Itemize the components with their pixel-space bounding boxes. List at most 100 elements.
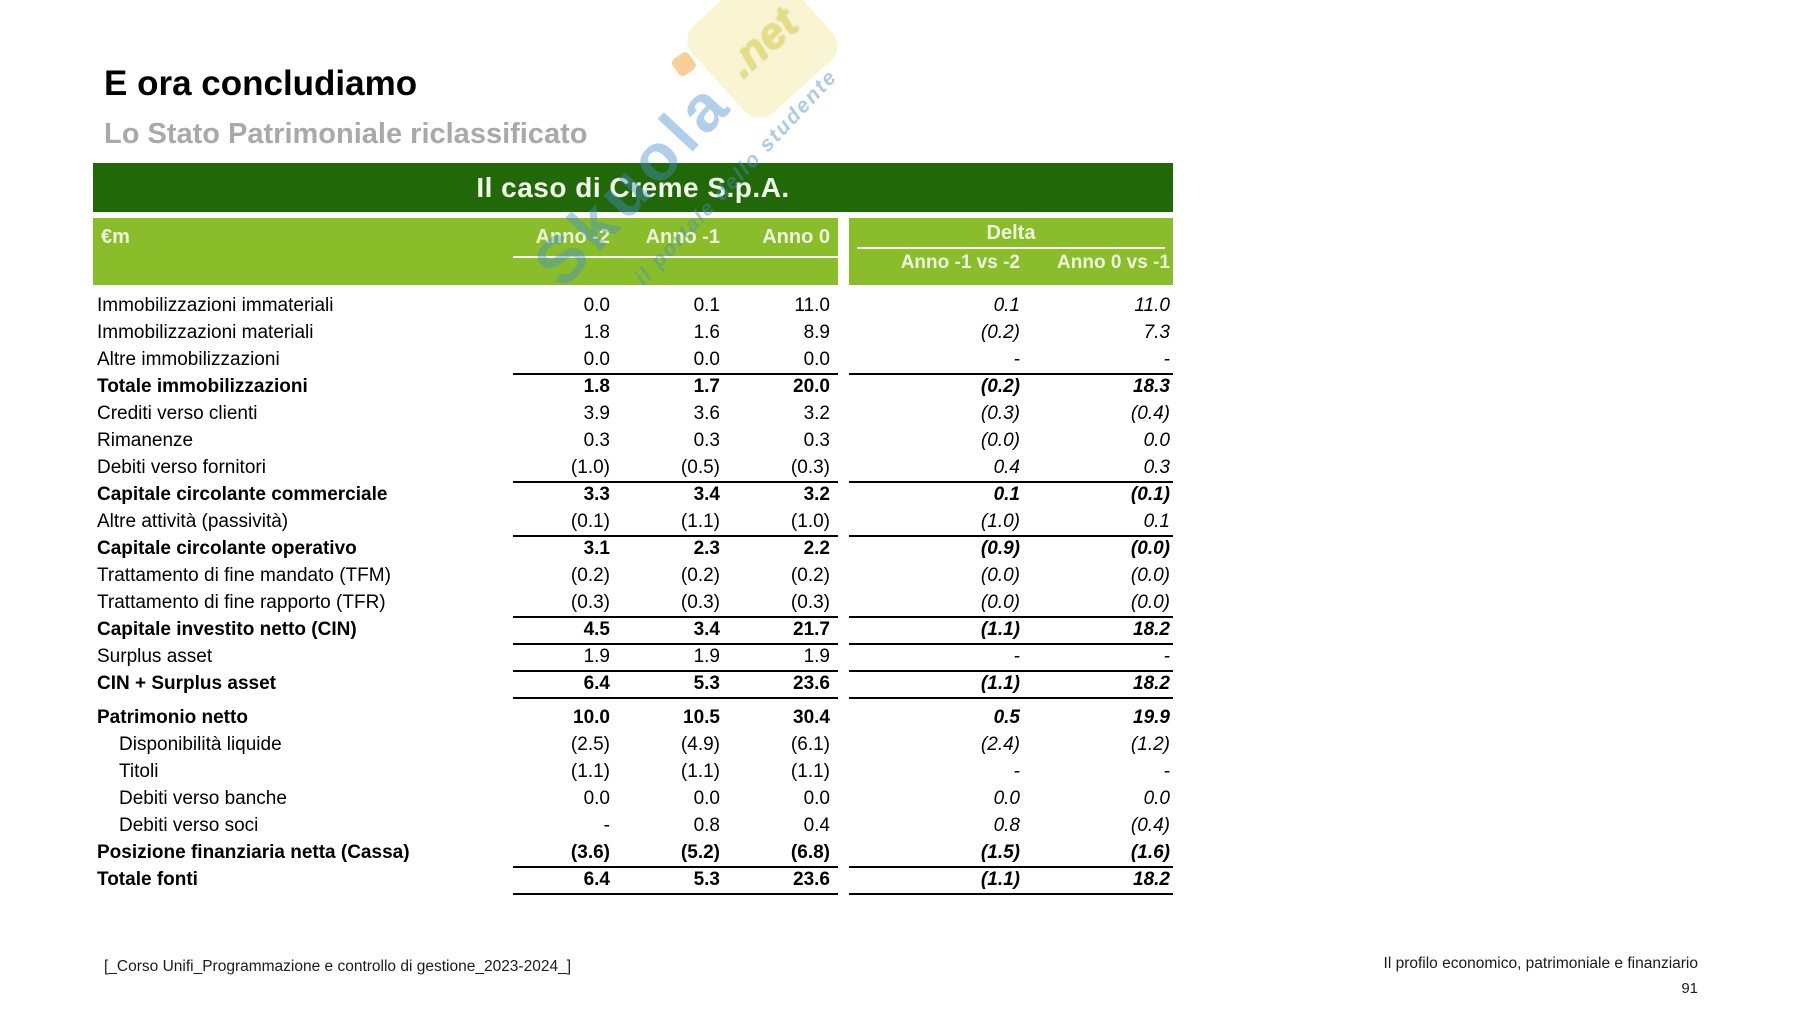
delta-value: (0.1)	[1130, 483, 1170, 505]
row-underline	[513, 481, 838, 483]
year-value: 1.8	[583, 321, 610, 343]
table-header: €m Anno -2 Anno -1 Anno 0 Delta Anno -1 …	[93, 218, 1173, 285]
table-row: Patrimonio netto 10.0 10.5 30.4 0.5 19.9	[93, 704, 1173, 731]
row-label: Patrimonio netto	[97, 706, 248, 728]
table-row: Titoli (1.1) (1.1) (1.1) - -	[93, 758, 1173, 785]
row-underline	[849, 535, 1173, 537]
row-underline	[513, 697, 838, 699]
row-label: Immobilizzazioni immateriali	[97, 294, 334, 316]
unit-label: €m	[101, 225, 130, 248]
delta-value: 0.0	[1143, 787, 1170, 809]
year-value: (0.2)	[790, 564, 830, 586]
year-value: 0.3	[693, 429, 720, 451]
year-value: 0.0	[693, 348, 720, 370]
delta-value: (0.0)	[1130, 591, 1170, 613]
year-value: 0.8	[693, 814, 720, 836]
year-value: 0.0	[583, 294, 610, 316]
table-row: Totale immobilizzazioni 1.8 1.7 20.0 (0.2) 18…	[93, 373, 1173, 400]
table-row: Rimanenze 0.3 0.3 0.3 (0.0) 0.0	[93, 427, 1173, 454]
delta-value: -	[1163, 348, 1170, 370]
year-value: 0.0	[803, 348, 830, 370]
delta-value: 0.3	[1143, 456, 1170, 478]
row-label: Capitale investito netto (CIN)	[97, 618, 357, 640]
table-row: Altre immobilizzazioni 0.0 0.0 0.0 - -	[93, 346, 1173, 375]
year-value: 8.9	[803, 321, 830, 343]
year-value: 0.3	[803, 429, 830, 451]
delta-value: -	[1013, 645, 1020, 667]
delta-value: (0.0)	[980, 564, 1020, 586]
year-header-row: €m Anno -2 Anno -1 Anno 0	[93, 218, 838, 256]
year-value: 3.2	[803, 402, 830, 424]
year-value: 1.7	[693, 375, 720, 397]
year-value: 3.4	[693, 618, 720, 640]
year-value: (6.8)	[790, 841, 830, 863]
row-underline	[849, 697, 1173, 699]
table-row: CIN + Surplus asset 6.4 5.3 23.6 (1.1) 18.2	[93, 670, 1173, 699]
year-value: (0.2)	[570, 564, 610, 586]
table-row: Posizione finanziaria netta (Cassa) (3.6)…	[93, 839, 1173, 868]
year-value: (0.3)	[790, 591, 830, 613]
year-value: (4.9)	[680, 733, 720, 755]
row-label: Debiti verso fornitori	[97, 456, 266, 478]
year-header-underline	[513, 256, 838, 258]
year-value: 0.0	[583, 348, 610, 370]
year-value: (0.5)	[680, 456, 720, 478]
row-label: CIN + Surplus asset	[97, 672, 276, 694]
table-row: Debiti verso soci - 0.8 0.4 0.8 (0.4)	[93, 812, 1173, 839]
year-value: 4.5	[583, 618, 610, 640]
row-label: Trattamento di fine mandato (TFM)	[97, 564, 391, 586]
year-value: 1.8	[583, 375, 610, 397]
year-value: 3.9	[583, 402, 610, 424]
delta-value: 0.0	[993, 787, 1020, 809]
delta-value: 7.3	[1143, 321, 1170, 343]
table-row: Trattamento di fine mandato (TFM) (0.2) (0…	[93, 562, 1173, 589]
delta-value: 0.0	[1143, 429, 1170, 451]
delta-value: 18.3	[1133, 375, 1170, 397]
row-label: Capitale circolante commerciale	[97, 483, 388, 505]
footer-course-reference: [_Corso Unifi_Programmazione e controllo…	[104, 958, 571, 975]
row-label: Debiti verso soci	[119, 814, 259, 836]
table-row: Capitale circolante commerciale 3.3 3.4 3.2…	[93, 481, 1173, 508]
delta-value: 18.2	[1133, 672, 1170, 694]
footer-section-title: Il profilo economico, patrimoniale e fin…	[1383, 955, 1698, 972]
delta-value: (1.1)	[980, 868, 1020, 890]
watermark-square: .net	[679, 0, 847, 126]
year-value: 30.4	[793, 706, 830, 728]
delta-header-underline	[857, 247, 1165, 249]
row-label: Immobilizzazioni materiali	[97, 321, 314, 343]
delta-value: (0.3)	[980, 402, 1020, 424]
row-underline	[849, 373, 1173, 375]
row-label: Crediti verso clienti	[97, 402, 258, 424]
delta-value: (1.1)	[980, 672, 1020, 694]
row-underline	[849, 481, 1173, 483]
year-value: 3.6	[693, 402, 720, 424]
delta-value: (0.0)	[1130, 537, 1170, 559]
year-value: 3.3	[583, 483, 610, 505]
year-value: 0.3	[583, 429, 610, 451]
year-value: -	[603, 814, 610, 836]
year-value: 3.4	[693, 483, 720, 505]
delta-value: -	[1013, 760, 1020, 782]
delta-value: -	[1163, 645, 1170, 667]
year-value: 1.9	[693, 645, 720, 667]
year-value: 6.4	[583, 672, 610, 694]
page-number: 91	[1681, 980, 1698, 997]
year-value: 6.4	[583, 868, 610, 890]
delta-value: (0.2)	[980, 375, 1020, 397]
delta-value: 0.1	[993, 483, 1020, 505]
year-value: (0.3)	[790, 456, 830, 478]
year-value: 3.1	[583, 537, 610, 559]
delta-value: (0.2)	[980, 321, 1020, 343]
year-value: 0.0	[693, 787, 720, 809]
year-value: (1.1)	[570, 760, 610, 782]
year-value: 2.2	[803, 537, 830, 559]
balance-sheet-table: Il caso di Creme S.p.A. €m Anno -2 Anno …	[93, 163, 1173, 895]
delta-value: (0.0)	[980, 591, 1020, 613]
col-header-anno-minus1: Anno -1	[645, 225, 720, 248]
year-value: 3.2	[803, 483, 830, 505]
delta-value: (1.0)	[980, 510, 1020, 532]
row-underline	[513, 643, 838, 645]
table-row: Capitale investito netto (CIN) 4.5 3.4 21.7…	[93, 616, 1173, 645]
delta-value: 11.0	[1134, 294, 1170, 316]
